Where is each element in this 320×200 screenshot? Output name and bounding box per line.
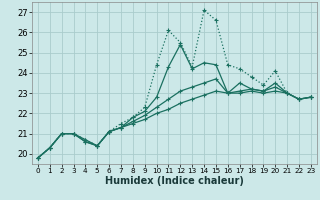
X-axis label: Humidex (Indice chaleur): Humidex (Indice chaleur): [105, 176, 244, 186]
